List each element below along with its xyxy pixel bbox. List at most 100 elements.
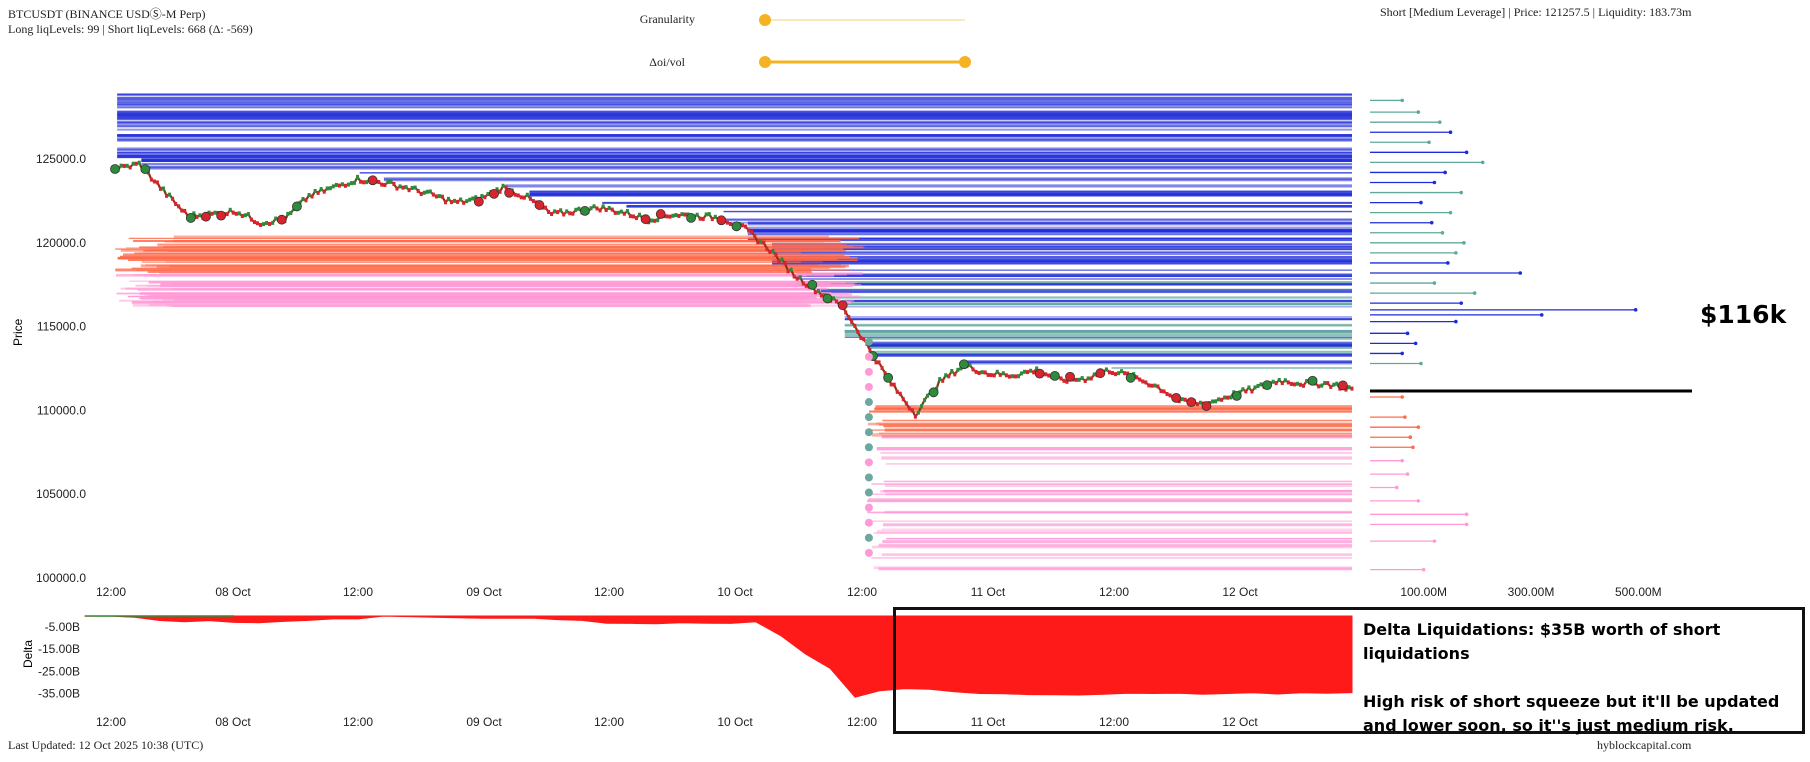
candle [134,161,138,166]
candle [413,185,417,190]
candle [453,198,457,203]
liq-event-dot [655,209,666,219]
time-tick-label: 12:00 [1099,585,1129,599]
candle [1023,369,1027,374]
candle [1035,366,1039,371]
candle [677,213,681,218]
candle [653,218,657,223]
price-tick-label: 105000.0 [36,487,86,501]
candle [989,373,993,378]
candle [980,370,984,375]
candle [152,179,156,184]
liquidity-bar-tip [1405,331,1410,336]
candle [753,233,757,238]
candle [498,189,502,194]
granularity-handle[interactable] [759,14,771,26]
liq-event-dot [864,443,873,452]
granularity-slider[interactable] [759,14,965,26]
candle [832,296,836,301]
candle [571,211,575,216]
candle [1159,389,1163,394]
candle [1156,384,1160,389]
liq-event-dot [216,210,227,221]
candle [1241,387,1245,392]
candle [628,214,632,219]
liquidity-bar-tip [1416,425,1421,429]
candle [1092,372,1096,377]
candle [913,414,917,419]
candle [122,163,126,168]
candle [149,177,153,182]
candle [907,406,911,411]
candle [577,206,581,211]
candle [246,212,250,217]
candle [956,367,960,372]
liq-event-dot [473,196,484,207]
candle [804,283,808,288]
liq-event-dot [807,279,818,290]
time-tick-label: 10 Oct [717,715,753,729]
oi-vol-handle-min[interactable] [759,56,771,68]
candle [968,363,972,368]
liquidity-bar-tip [1539,313,1544,317]
candle [910,408,914,413]
liq-event-dot [640,214,651,225]
candle [213,210,217,215]
candle [158,186,162,191]
candle [613,210,617,215]
candle [986,372,990,377]
time-tick-label: 10 Oct [717,585,753,599]
candle [255,221,259,226]
candle [665,214,669,219]
candle [231,210,235,215]
liq-event-dot [1262,380,1273,391]
time-tick-label: 12:00 [96,715,126,729]
candle [195,214,199,219]
time-tick-label: 12:00 [343,585,373,599]
delta-tick-label: -35.00B [38,686,80,700]
candle [1277,377,1281,382]
price-tick-label: 110000.0 [37,403,86,417]
candle [377,179,381,184]
candle [1253,385,1257,390]
liquidity-bar-tip [1419,361,1423,366]
price-tick-label: 100000.0 [36,571,86,585]
liq-event-dot [1338,380,1348,391]
candle [440,194,444,199]
candle [759,240,763,245]
candle [744,224,748,229]
candle [898,391,902,396]
candle [450,200,454,205]
liq-event-dot [864,503,873,512]
candle [131,161,135,166]
candle [343,183,347,188]
candle [383,182,387,187]
price-tick-label: 125000.0 [36,152,86,166]
time-tick-label: 12:00 [847,715,877,729]
candle [128,165,132,170]
oi-vol-handle-max[interactable] [959,56,971,68]
candle [322,189,326,194]
candle [1183,397,1187,402]
candle [1086,376,1090,381]
candle [556,210,560,215]
candle [725,220,729,225]
candle [443,200,447,205]
candle [474,195,478,200]
candle [568,211,572,216]
candle [416,188,420,193]
liq-event-dot [837,300,848,311]
candle [1147,383,1151,388]
candle [941,378,945,383]
candle [243,213,247,218]
candle [1013,374,1017,379]
candle [607,205,611,210]
liquidity-tick-label: 500.00M [1615,585,1662,599]
oi-vol-slider[interactable] [759,56,971,68]
candle [844,310,848,315]
candle [465,199,469,204]
candle [1259,382,1263,387]
candle [389,179,393,184]
candle [1026,370,1030,375]
delta-callout-title: Delta Liquidations: $35B worth of short … [1363,620,1721,663]
